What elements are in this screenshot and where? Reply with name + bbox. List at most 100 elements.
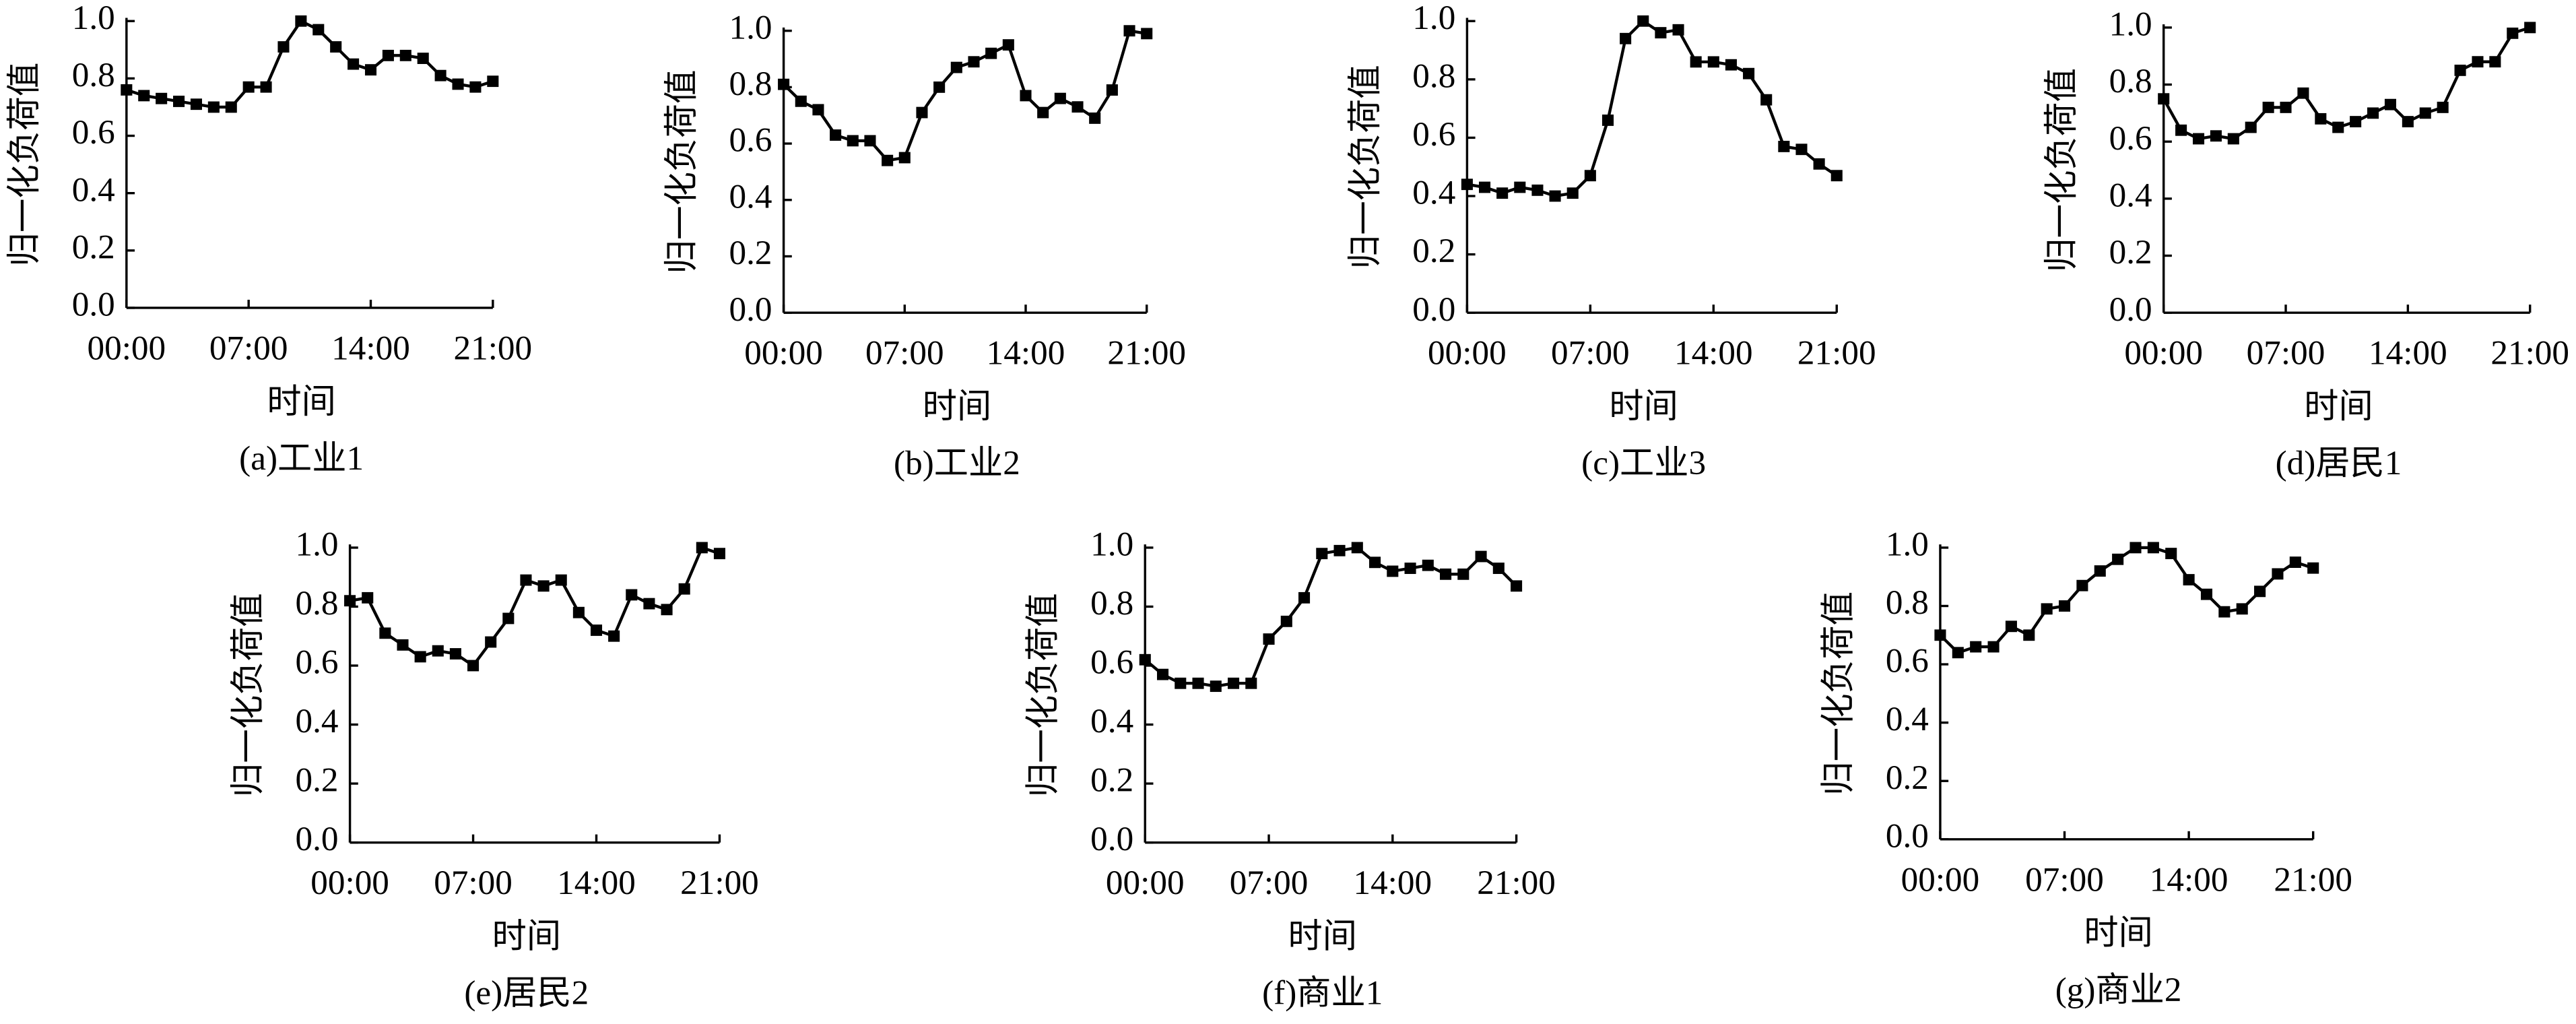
x-tick-label: 14:00 xyxy=(1674,335,1753,373)
x-tick-label: 21:00 xyxy=(2274,862,2352,899)
marker xyxy=(2200,588,2213,600)
x-axis-label: 时间 xyxy=(923,388,991,426)
marker xyxy=(898,152,911,164)
x-axis-label: 时间 xyxy=(2304,388,2373,426)
marker xyxy=(2297,87,2309,99)
marker xyxy=(643,598,655,610)
y-tick-label: 0.8 xyxy=(729,65,772,103)
marker xyxy=(1333,544,1346,556)
marker xyxy=(1707,56,1719,68)
x-tick-label: 00:00 xyxy=(1428,335,1507,373)
marker xyxy=(2315,113,2327,125)
marker xyxy=(1672,24,1684,36)
y-tick-label: 0.2 xyxy=(295,762,338,800)
y-tick-label: 0.6 xyxy=(729,122,772,160)
marker xyxy=(2158,93,2170,105)
marker xyxy=(2472,56,2484,68)
x-tick-label: 00:00 xyxy=(744,335,823,373)
marker xyxy=(2524,22,2536,34)
marker xyxy=(2183,574,2195,585)
y-tick-label: 0.2 xyxy=(1090,762,1133,800)
marker xyxy=(1457,568,1469,580)
marker xyxy=(1637,15,1649,27)
marker xyxy=(916,106,928,119)
marker xyxy=(2129,542,2142,554)
x-axis-label: 时间 xyxy=(1288,918,1357,956)
y-tick-label: 0.4 xyxy=(72,172,115,210)
marker xyxy=(417,53,429,65)
y-axis-label: 归一化负荷值 xyxy=(2043,68,2081,272)
marker xyxy=(985,47,997,59)
caption: (e)居民2 xyxy=(464,975,589,1013)
y-tick-label: 1.0 xyxy=(72,0,115,37)
y-tick-label: 0.0 xyxy=(729,291,772,329)
marker xyxy=(2227,133,2239,145)
x-axis-label: 时间 xyxy=(1609,388,1678,426)
y-tick-label: 0.6 xyxy=(295,644,338,682)
marker xyxy=(713,548,726,560)
caption: (c)工业3 xyxy=(1581,445,1706,483)
marker xyxy=(1549,190,1561,202)
marker xyxy=(537,580,550,592)
marker xyxy=(864,135,876,147)
x-axis-label: 时间 xyxy=(492,918,561,956)
x-tick-label: 21:00 xyxy=(1477,864,1556,902)
y-axis-label: 归一化负荷值 xyxy=(1024,593,1062,797)
marker xyxy=(1175,677,1187,689)
x-axis-label: 时间 xyxy=(2084,915,2152,953)
marker xyxy=(1192,677,1204,689)
x-tick-label: 07:00 xyxy=(1551,335,1630,373)
marker xyxy=(1298,591,1311,604)
y-tick-label: 1.0 xyxy=(2109,6,2152,44)
y-axis-label: 归一化负荷值 xyxy=(663,69,701,274)
x-tick-label: 07:00 xyxy=(865,335,944,373)
series-line xyxy=(1939,546,2314,655)
marker xyxy=(608,630,620,642)
marker xyxy=(364,64,377,76)
marker xyxy=(1387,565,1399,577)
marker xyxy=(1601,115,1614,126)
marker xyxy=(487,75,499,88)
y-tick-label: 0.8 xyxy=(1886,584,1929,622)
y-tick-label: 0.4 xyxy=(295,703,338,740)
y-tick-label: 0.2 xyxy=(729,234,772,272)
marker xyxy=(2262,101,2274,113)
marker xyxy=(1778,141,1790,152)
marker xyxy=(2192,133,2205,145)
marker xyxy=(1492,563,1505,574)
y-tick-label: 0.0 xyxy=(1886,818,1929,856)
marker xyxy=(2367,107,2379,119)
marker xyxy=(1725,59,1737,71)
x-axis-label: 时间 xyxy=(267,383,335,421)
x-tick-label: 07:00 xyxy=(434,864,513,902)
marker xyxy=(2023,629,2035,641)
marker xyxy=(1760,94,1773,106)
marker xyxy=(1054,92,1066,104)
marker xyxy=(2384,98,2397,110)
marker xyxy=(1404,563,1416,574)
marker xyxy=(2076,579,2088,591)
caption: (g)商业2 xyxy=(2055,971,2182,1009)
x-tick-label: 00:00 xyxy=(310,864,389,902)
marker xyxy=(138,90,150,102)
y-tick-label: 0.4 xyxy=(729,179,772,216)
marker xyxy=(1316,548,1328,560)
x-tick-label: 07:00 xyxy=(1230,864,1309,902)
marker xyxy=(397,639,409,651)
y-tick-label: 0.8 xyxy=(1090,585,1133,622)
x-tick-label: 14:00 xyxy=(331,330,410,368)
marker xyxy=(1263,633,1275,645)
marker xyxy=(847,135,859,147)
y-axis-label: 归一化负荷值 xyxy=(6,63,44,267)
marker xyxy=(432,645,444,657)
marker xyxy=(950,61,962,73)
marker xyxy=(2332,121,2344,133)
marker xyxy=(1690,56,1702,68)
y-tick-label: 0.2 xyxy=(1886,759,1929,797)
series-line xyxy=(783,29,1148,162)
marker xyxy=(2058,600,2071,612)
marker xyxy=(1584,170,1596,182)
y-tick-label: 1.0 xyxy=(295,526,338,564)
marker xyxy=(882,154,894,166)
